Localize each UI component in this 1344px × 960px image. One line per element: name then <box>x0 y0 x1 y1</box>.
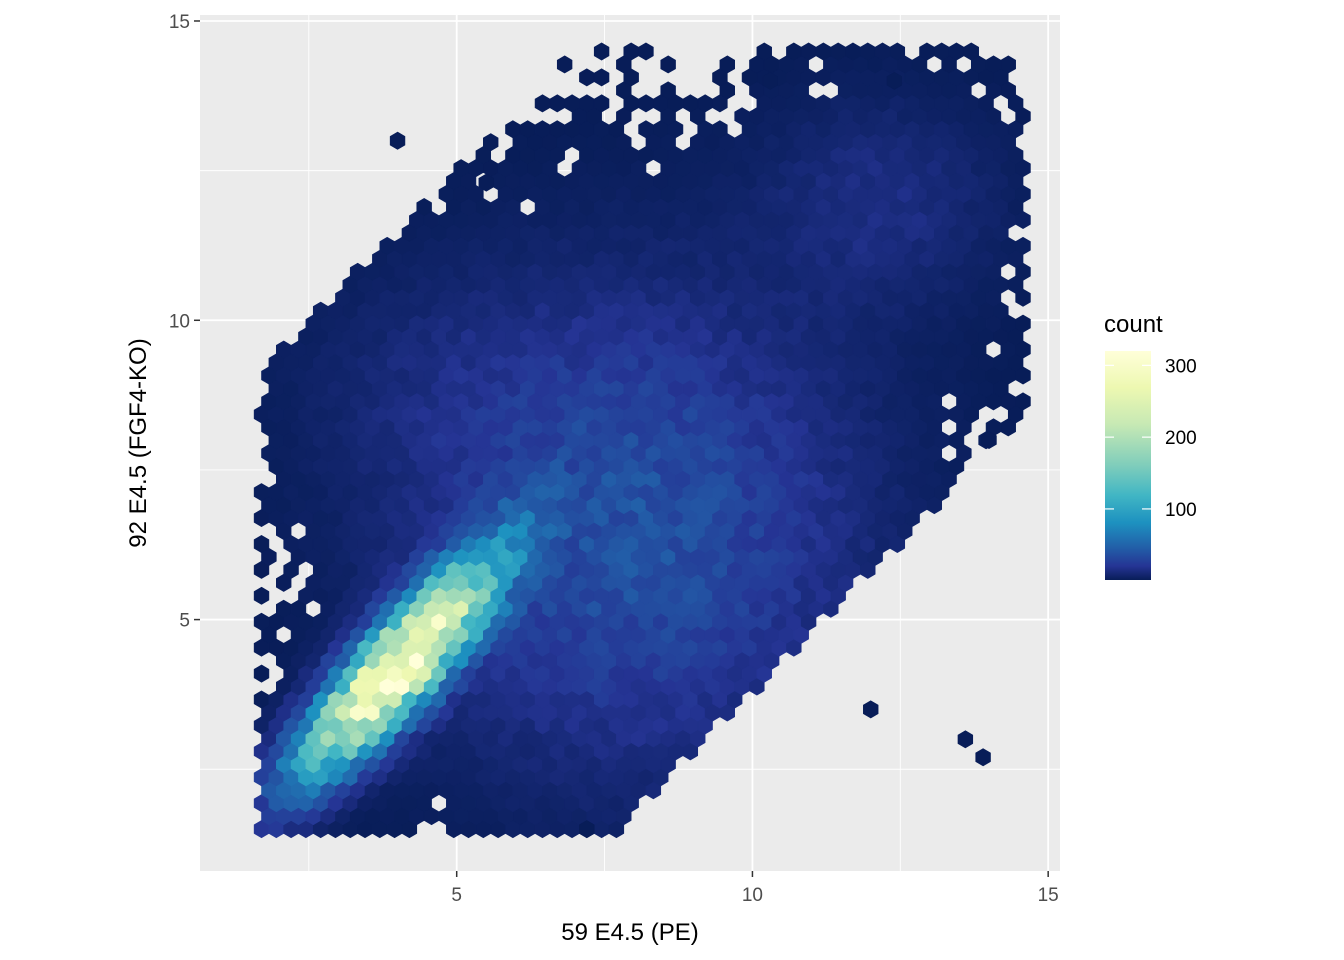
legend-ticks: 100 200 300 <box>1105 356 1197 521</box>
legend: count 100 200 300 <box>1104 311 1197 580</box>
hex-cell <box>253 586 270 605</box>
hex-cell <box>478 173 494 192</box>
hex-cell <box>593 42 610 61</box>
hex-cell <box>762 71 778 90</box>
y-tick-label: 15 <box>169 12 190 33</box>
hex-cell <box>1000 55 1016 74</box>
hex-cell <box>863 700 879 719</box>
legend-title: count <box>1104 311 1163 338</box>
hex-cell <box>981 431 997 449</box>
x-tick-label: 15 <box>1038 885 1059 906</box>
hex-cell <box>593 94 610 113</box>
hex-cell <box>975 748 991 767</box>
x-tick-label: 10 <box>742 885 763 906</box>
hexbin-cells <box>253 42 1031 839</box>
hex-cell <box>963 42 979 61</box>
hex-cell <box>889 42 906 61</box>
hex-cell <box>756 42 772 61</box>
hex-cell <box>483 133 499 152</box>
hex-cell <box>660 81 676 100</box>
legend-colorbar <box>1105 351 1151 580</box>
y-tick-label: 5 <box>179 611 190 632</box>
legend-tick-label: 100 <box>1165 500 1197 521</box>
hex-cell <box>416 198 432 216</box>
legend-tick-label: 200 <box>1165 428 1197 449</box>
y-tick-label: 10 <box>169 311 190 332</box>
hex-cell <box>579 820 595 839</box>
y-axis-title: 92 E4.5 (FGF4-KO) <box>125 338 152 547</box>
legend-tick-label: 300 <box>1165 356 1197 377</box>
hex-cell <box>886 71 903 90</box>
hex-cell <box>1015 236 1031 255</box>
hex-cell <box>593 68 610 87</box>
x-axis-ticks: 5 10 15 <box>451 871 1059 906</box>
hex-cell <box>1015 314 1031 333</box>
y-axis-ticks: 5 10 15 <box>169 12 200 632</box>
hex-cell <box>957 730 974 749</box>
hex-cell <box>660 55 676 74</box>
hex-cell <box>389 131 406 150</box>
hex-cell <box>712 120 728 139</box>
hex-cell <box>1015 392 1031 411</box>
x-axis-title: 59 E4.5 (PE) <box>561 919 698 946</box>
hex-cell <box>556 55 573 74</box>
hex-cell <box>253 534 270 553</box>
hex-cell <box>253 664 270 683</box>
x-tick-label: 5 <box>451 885 462 906</box>
hex-cell <box>638 42 654 61</box>
hex-cell <box>719 55 735 74</box>
